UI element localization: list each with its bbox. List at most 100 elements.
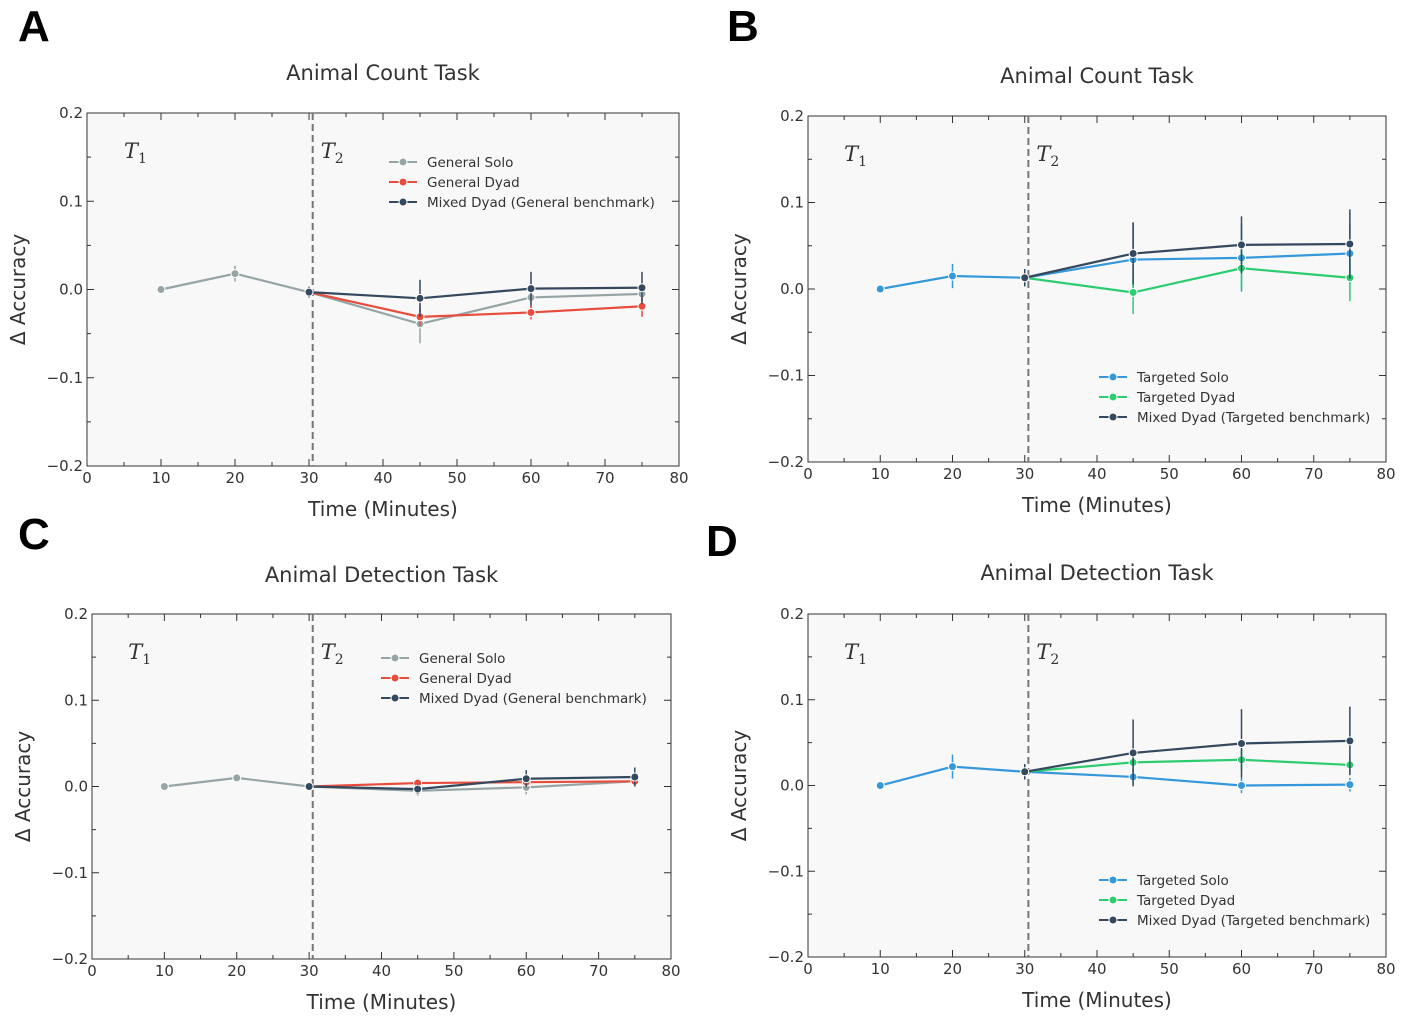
legend-swatch-marker	[398, 157, 408, 167]
legend: Targeted Solo Targeted Dyad Mixed Dyad (Ta…	[1099, 370, 1370, 426]
plot-area	[91, 613, 672, 960]
legend-swatch-marker	[1108, 412, 1118, 422]
data-point	[630, 772, 640, 782]
chart-panel-b: Animal Count Task 0 10 20 30 40 50 60 70 80 −0.2 −0…	[727, 64, 1396, 517]
legend-label: Targeted Solo	[1136, 370, 1229, 386]
data-point	[1128, 249, 1138, 259]
data-point	[415, 293, 425, 303]
legend-label: Mixed Dyad (General benchmark)	[427, 195, 655, 211]
x-tick-label: 60	[521, 469, 540, 487]
phase-label-t1: T1	[128, 640, 151, 668]
x-tick-label: 20	[227, 962, 246, 980]
data-point	[1128, 287, 1138, 297]
x-tick-label: 20	[943, 465, 962, 483]
series-mixed-dyad-general-benchmark-	[304, 767, 640, 795]
panel-letter: A	[18, 2, 50, 51]
x-tick-label: 50	[447, 469, 466, 487]
legend-label: Targeted Dyad	[1136, 893, 1235, 909]
x-tick-label: 70	[595, 469, 614, 487]
legend-label: Mixed Dyad (Targeted benchmark)	[1137, 913, 1370, 929]
x-tick-label: 60	[1232, 465, 1251, 483]
y-tick-label: −0.2	[47, 457, 83, 475]
legend-swatch-marker	[398, 197, 408, 207]
x-axis-label: Time (Minutes)	[307, 497, 458, 521]
x-tick-label: 0	[82, 469, 92, 487]
series-line	[309, 775, 635, 791]
y-tick-label: 0.1	[780, 691, 804, 709]
series-line	[879, 765, 1350, 787]
data-point	[1128, 748, 1138, 758]
panel-letter: D	[706, 517, 738, 566]
data-point	[232, 773, 242, 783]
data-point	[1345, 780, 1355, 790]
y-tick-label: 0.2	[780, 107, 804, 125]
data-point	[1345, 239, 1355, 249]
x-tick-label: 70	[1304, 465, 1323, 483]
y-tick-label: 0.0	[59, 281, 83, 299]
data-point	[526, 307, 536, 317]
panel-letter: B	[727, 2, 759, 51]
legend-label: General Dyad	[419, 671, 512, 687]
data-point	[948, 271, 957, 281]
legend: Targeted Solo Targeted Dyad Mixed Dyad (Ta…	[1099, 873, 1370, 929]
data-point	[875, 284, 885, 294]
x-tick-label: 0	[87, 962, 97, 980]
y-tick-label: 0.2	[64, 605, 88, 623]
data-point	[304, 287, 314, 297]
x-tick-label: 60	[517, 962, 536, 980]
series-line	[308, 291, 643, 318]
data-point	[304, 782, 314, 791]
x-tick-label: 0	[803, 960, 813, 978]
y-tick-label: 0.1	[780, 194, 804, 212]
chart-panel-c: Animal Detection Task 0 10 20 30 40 50 60 70 80 −0…	[11, 563, 681, 1014]
plot-area	[807, 115, 1387, 463]
legend-label: General Solo	[427, 155, 513, 171]
x-tick-label: 30	[300, 962, 319, 980]
chart-title: Animal Detection Task	[265, 563, 499, 587]
x-tick-label: 10	[871, 960, 890, 978]
x-tick-label: 30	[1015, 960, 1034, 978]
phase-label-t2: T2	[1036, 142, 1059, 170]
series-line	[1024, 267, 1350, 294]
legend-label: General Dyad	[427, 175, 520, 191]
legend-swatch-marker	[1108, 895, 1118, 905]
y-tick-label: −0.1	[768, 367, 804, 385]
legend-swatch-marker	[390, 693, 400, 703]
y-tick-label: 0.0	[780, 280, 804, 298]
series-mixed-dyad-targeted-benchmark-	[1020, 706, 1355, 787]
phase-label-t2: T2	[321, 640, 344, 668]
y-tick-label: −0.1	[47, 369, 83, 387]
series-mixed-dyad-targeted-benchmark-	[1020, 209, 1355, 287]
data-point	[1237, 240, 1246, 250]
x-tick-label: 10	[871, 465, 890, 483]
legend-label: Mixed Dyad (Targeted benchmark)	[1137, 410, 1370, 426]
chart-title: Animal Count Task	[286, 61, 481, 85]
x-tick-label: 40	[373, 469, 392, 487]
x-tick-label: 30	[1015, 465, 1034, 483]
x-tick-label: 10	[151, 469, 170, 487]
chart-panel-d: Animal Detection Task 0 10 20 30 40 50 60 70 80 −0…	[727, 561, 1396, 1012]
chart-panel-a: Animal Count Task 0 10 20 30 40 50 60 70 80 −0.2 −0…	[6, 61, 689, 521]
data-point	[521, 774, 531, 784]
x-tick-label: 80	[661, 962, 680, 980]
phase-label-t2: T2	[321, 139, 344, 167]
legend-swatch-marker	[1108, 875, 1118, 885]
x-tick-label: 50	[444, 962, 463, 980]
legend-swatch-marker	[1108, 372, 1118, 382]
y-tick-label: 0.1	[59, 192, 83, 210]
y-tick-label: 0.1	[64, 691, 88, 709]
y-axis-label: Δ Accuracy	[727, 730, 751, 842]
series-line	[309, 780, 635, 788]
x-tick-label: 30	[299, 469, 318, 487]
plot-area	[86, 112, 680, 467]
x-tick-label: 50	[1160, 465, 1179, 483]
y-tick-label: 0.0	[64, 778, 88, 796]
data-point	[526, 284, 536, 294]
y-tick-label: 0.2	[780, 605, 804, 623]
phase-label-t1: T1	[844, 640, 867, 668]
series-line	[880, 252, 1350, 291]
series-line	[1024, 242, 1350, 279]
legend-label: Targeted Solo	[1136, 873, 1229, 889]
series-line	[308, 286, 643, 300]
series-line	[1024, 739, 1350, 773]
